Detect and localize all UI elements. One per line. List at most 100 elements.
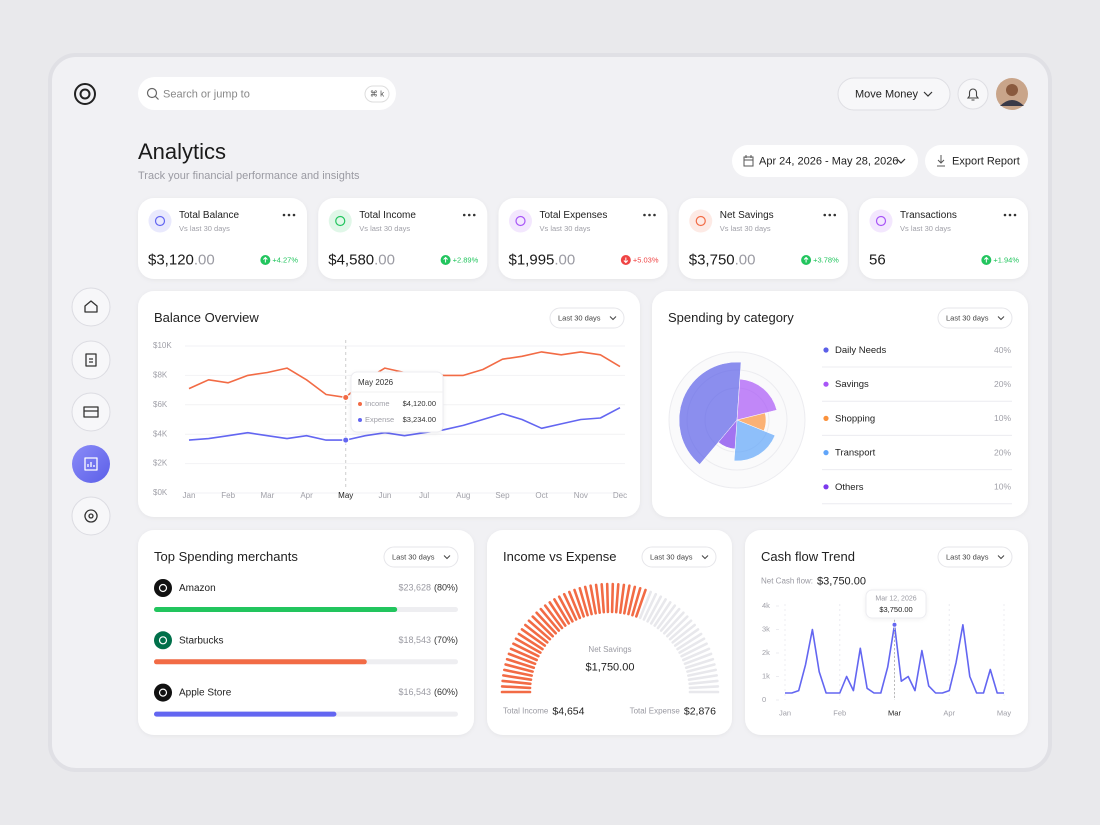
merchant-name: Amazon bbox=[179, 583, 216, 594]
x-tick-label: Apr bbox=[300, 491, 313, 500]
x-tick-label: Oct bbox=[535, 491, 548, 500]
chart-title: Spending by category bbox=[668, 310, 794, 325]
kpi-note: Vs last 30 days bbox=[720, 224, 771, 233]
sidebar-button[interactable] bbox=[71, 496, 111, 536]
sidebar-button[interactable] bbox=[71, 392, 111, 432]
kpi-icon-glyph bbox=[154, 215, 166, 227]
x-tick-label: Mar bbox=[260, 491, 274, 500]
hover-point bbox=[342, 393, 350, 401]
chevron-icon bbox=[997, 555, 1005, 560]
more-menu-dot bbox=[643, 213, 646, 217]
bell-icon bbox=[966, 88, 980, 101]
kpi-value: $3,120.00 bbox=[148, 251, 215, 268]
progress-bar bbox=[154, 659, 367, 665]
y-tick-label: 3k bbox=[762, 624, 770, 633]
date-range-label: Apr 24, 2026 - May 28, 2026 bbox=[759, 155, 898, 167]
kpi-note: Vs last 30 days bbox=[359, 224, 410, 233]
polar-slice bbox=[678, 361, 742, 465]
trend-arrow bbox=[443, 256, 448, 263]
kpi-icon-glyph bbox=[335, 215, 346, 227]
gauge-expense bbox=[638, 590, 720, 694]
export-button[interactable] bbox=[925, 145, 1028, 177]
chevron-icon bbox=[609, 316, 617, 321]
legend-label: Others bbox=[835, 482, 864, 493]
kpi-icon bbox=[869, 209, 893, 233]
card bbox=[745, 530, 1028, 735]
x-tick-label: Jul bbox=[419, 491, 429, 500]
total-income-value: $4,654 bbox=[552, 705, 584, 717]
more-menu-dot bbox=[1013, 213, 1017, 217]
sidebar-icon bbox=[84, 457, 98, 471]
merchant-amount-value: $23,628 bbox=[398, 583, 431, 593]
net-cash-flow-value: $3,750.00 bbox=[817, 575, 866, 587]
x-tick-label: Mar bbox=[888, 708, 901, 717]
kpi-value-main: 56 bbox=[869, 251, 886, 268]
merchant-amount-value: $16,543 bbox=[398, 687, 431, 697]
kpi-icon bbox=[148, 209, 172, 233]
more-menu-dot bbox=[1008, 213, 1012, 217]
search-box[interactable] bbox=[138, 77, 396, 110]
kpi-icon bbox=[509, 209, 532, 233]
more-menu-dot bbox=[653, 213, 656, 217]
filter-dropdown[interactable] bbox=[937, 546, 1013, 568]
filter-dropdown[interactable] bbox=[641, 546, 717, 568]
calendar-icon bbox=[743, 155, 754, 167]
total-expense: Total Expense $2,876 bbox=[630, 705, 717, 717]
merchant-amount: $23,628 (80%) bbox=[398, 583, 458, 593]
net-cash-flow: Net Cash flow: $3,750.00 bbox=[761, 575, 866, 587]
merchant-logo bbox=[154, 631, 172, 650]
shortcut-badge bbox=[364, 85, 390, 103]
y-tick-label: $10K bbox=[153, 341, 172, 350]
more-menu-dot bbox=[292, 213, 296, 217]
legend-label: Daily Needs bbox=[835, 345, 886, 356]
sidebar-button[interactable] bbox=[71, 287, 111, 327]
more-menu-dot bbox=[648, 213, 651, 217]
more-menu-dot bbox=[467, 213, 471, 217]
x-tick-label: Apr bbox=[943, 708, 955, 717]
x-tick-label: Jun bbox=[378, 491, 391, 500]
more-menu-dot bbox=[1003, 213, 1007, 217]
sidebar-icon bbox=[84, 300, 98, 313]
notification-button[interactable] bbox=[957, 78, 989, 110]
kpi-icon-glyph bbox=[515, 215, 526, 227]
total-income-label: Total Income bbox=[503, 707, 549, 716]
legend-value: 20% bbox=[994, 447, 1011, 457]
more-menu-dot bbox=[833, 213, 837, 217]
x-tick-label: Feb bbox=[833, 708, 846, 717]
y-tick-label: 1k bbox=[762, 671, 770, 680]
net-cash-flow-label: Net Cash flow: bbox=[761, 577, 813, 586]
kpi-icon-glyph bbox=[875, 215, 887, 227]
filter-dropdown[interactable] bbox=[549, 307, 625, 329]
tooltip-value: $3,750.00 bbox=[879, 605, 912, 614]
export-label: Export Report bbox=[952, 155, 1020, 167]
page-subtitle: Track your financial performance and ins… bbox=[138, 170, 360, 182]
more-menu-dot bbox=[282, 213, 286, 217]
total-income: Total Income $4,654 bbox=[503, 705, 585, 717]
legend-label: Transport bbox=[835, 448, 876, 459]
kpi-change: +2.89% bbox=[453, 255, 479, 264]
total-expense-value: $2,876 bbox=[684, 705, 716, 717]
total-expense-label: Total Expense bbox=[630, 707, 681, 716]
move-money-button[interactable] bbox=[837, 77, 951, 111]
avatar-body bbox=[1000, 100, 1024, 106]
sidebar-button[interactable] bbox=[71, 340, 111, 380]
kpi-value-cents: .00 bbox=[194, 251, 215, 268]
filter-label: Last 30 days bbox=[392, 552, 435, 561]
trend-arrow bbox=[623, 257, 629, 264]
legend-dot bbox=[823, 415, 829, 421]
filter-dropdown[interactable] bbox=[383, 546, 459, 568]
logo bbox=[74, 83, 96, 105]
legend-dot bbox=[358, 402, 362, 406]
kpi-note: Vs last 30 days bbox=[179, 224, 230, 233]
trend-arrow bbox=[983, 256, 989, 263]
date-range-button[interactable] bbox=[732, 145, 918, 177]
merchant-logo-mark bbox=[158, 636, 168, 645]
kpi-label: Transactions bbox=[900, 210, 957, 221]
x-tick-label: Nov bbox=[574, 491, 588, 500]
polar-slice bbox=[736, 378, 778, 421]
more-menu-dot bbox=[828, 213, 832, 217]
filter-dropdown[interactable] bbox=[937, 307, 1013, 329]
y-tick-label: $0K bbox=[153, 488, 168, 497]
filter-label: Last 30 days bbox=[946, 552, 989, 561]
kpi-icon bbox=[328, 209, 352, 233]
